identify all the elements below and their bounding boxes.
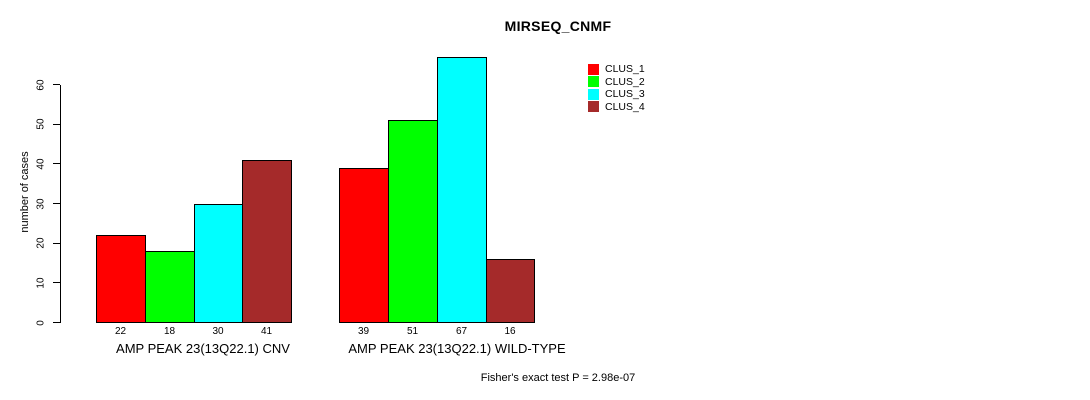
- bar-clus_4-group2: [486, 259, 535, 323]
- y-tick: [53, 203, 60, 205]
- legend-swatch-clus_1: [588, 63, 599, 75]
- legend-swatch-clus_2: [588, 76, 599, 88]
- bar-clus_1-group2: [339, 167, 389, 323]
- bar-value-label: 22: [114, 326, 127, 337]
- legend-label: CLUS_2: [605, 75, 645, 88]
- legend-swatch-clus_4: [588, 101, 599, 113]
- bar-value-label: 67: [455, 326, 468, 337]
- legend-swatch-clus_3: [588, 88, 599, 100]
- fisher-test-annotation: Fisher's exact test P = 2.98e-07: [480, 372, 636, 384]
- group-label: AMP PEAK 23(13Q22.1) WILD-TYPE: [348, 341, 566, 356]
- y-tick-label: 0: [35, 319, 47, 326]
- y-tick: [53, 242, 60, 244]
- y-tick: [53, 123, 60, 125]
- bar-clus_3-group1: [194, 203, 243, 323]
- chart-title: MIRSEQ_CNMF: [504, 18, 612, 34]
- bar-value-label: 16: [504, 326, 516, 337]
- bar-clus_3-group2: [437, 56, 487, 323]
- y-axis-title: number of cases: [19, 151, 31, 233]
- legend: CLUS_1 CLUS_2 CLUS_3 CLUS_4: [588, 63, 645, 113]
- y-tick-label: 20: [35, 237, 47, 249]
- group-label: AMP PEAK 23(13Q22.1) CNV: [116, 341, 290, 356]
- y-tick: [53, 322, 60, 323]
- bar-clus_2-group2: [388, 120, 438, 323]
- bar-clus_2-group1: [145, 251, 195, 323]
- legend-item: CLUS_2: [588, 76, 645, 89]
- legend-label: CLUS_4: [605, 100, 645, 113]
- legend-label: CLUS_3: [605, 88, 645, 101]
- bar-value-label: 18: [163, 326, 176, 337]
- y-tick: [53, 84, 60, 86]
- y-axis-line: [60, 84, 61, 324]
- legend-item: CLUS_1: [588, 63, 645, 76]
- legend-item: CLUS_3: [588, 88, 645, 101]
- bar-value-label: 30: [212, 326, 224, 337]
- y-tick-label: 30: [35, 198, 47, 210]
- y-tick-label: 60: [35, 79, 47, 91]
- y-tick-label: 40: [35, 158, 47, 170]
- y-tick: [53, 163, 60, 165]
- y-tick: [53, 282, 60, 284]
- bar-value-label: 51: [406, 326, 419, 337]
- bar-value-label: 39: [357, 326, 370, 337]
- bar-clus_1-group1: [96, 235, 146, 323]
- legend-item: CLUS_4: [588, 101, 645, 114]
- legend-label: CLUS_1: [605, 63, 645, 76]
- bar-clus_4-group1: [242, 160, 292, 323]
- y-tick-label: 50: [35, 118, 47, 130]
- bar-value-label: 41: [260, 326, 273, 337]
- y-tick-label: 10: [35, 277, 47, 289]
